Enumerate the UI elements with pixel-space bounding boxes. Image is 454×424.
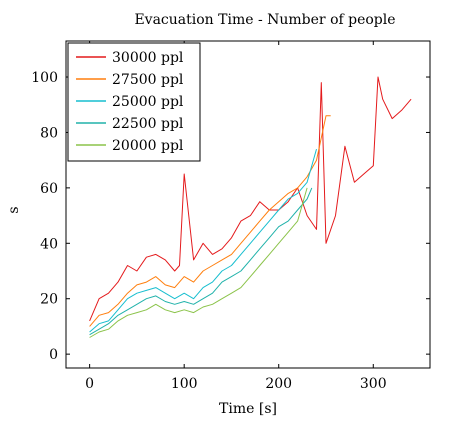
y-tick-label-1: 20 — [40, 292, 58, 308]
y-axis-ticks: 0 20 40 60 80 100 — [31, 70, 430, 363]
y-tick-label-3: 60 — [40, 181, 58, 197]
legend: 30000 ppl 27500 ppl 25000 ppl 22500 ppl 2000… — [67, 42, 201, 162]
legend-label-4: 20000 ppl — [112, 138, 184, 154]
legend-label-3: 22500 ppl — [112, 116, 184, 132]
series-line-2 — [89, 148, 317, 333]
plot-layer — [89, 76, 412, 338]
chart-title: Evacuation Time - Number of people — [134, 12, 395, 28]
x-tick-label-1: 100 — [171, 376, 198, 392]
x-axis-ticks: 0 100 200 300 — [85, 41, 387, 392]
legend-label-2: 25000 ppl — [112, 94, 184, 110]
y-tick-label-2: 40 — [40, 236, 58, 252]
y-tick-label-5: 100 — [31, 70, 58, 86]
series-line-0 — [89, 76, 412, 322]
x-tick-label-0: 0 — [85, 376, 94, 392]
y-tick-label-4: 80 — [40, 125, 58, 141]
legend-label-0: 30000 ppl — [112, 50, 184, 66]
x-tick-label-3: 300 — [360, 376, 387, 392]
legend-box — [67, 42, 201, 162]
legend-label-1: 27500 ppl — [112, 72, 184, 88]
x-tick-label-2: 200 — [265, 376, 292, 392]
plot-frame — [65, 40, 431, 369]
series-line-4 — [89, 187, 308, 338]
x-axis-label: Time [s] — [219, 401, 277, 417]
y-axis-label: s — [6, 206, 22, 213]
series-line-1 — [89, 115, 331, 327]
series-line-3 — [89, 187, 313, 336]
y-tick-label-0: 0 — [49, 347, 58, 363]
